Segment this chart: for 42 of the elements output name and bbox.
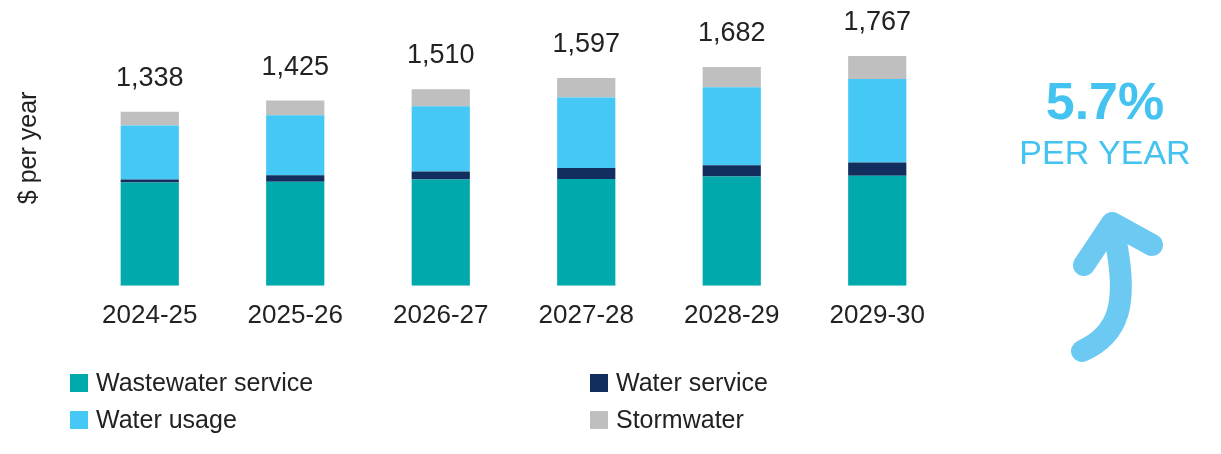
- x-tick-label: 2024-25: [102, 298, 198, 329]
- y-axis-title: $ per year: [12, 91, 41, 205]
- text: 5.7%: [1044, 72, 1166, 130]
- bar: [266, 100, 325, 116]
- annotation: 1,338: [115, 61, 184, 92]
- legend-label: Wastewater service: [96, 368, 314, 397]
- bar: [848, 55, 907, 79]
- bar: [266, 115, 325, 176]
- annotation: 1,510: [406, 39, 475, 70]
- bar: [266, 181, 325, 286]
- bar: [411, 106, 470, 172]
- bar: [120, 125, 179, 180]
- x-tick-label: 2027-28: [538, 298, 634, 329]
- x-tick-label: 2029-30: [829, 298, 925, 329]
- x-tick-label: 2028-29: [684, 298, 780, 329]
- x-tick-label: 2025-26: [247, 298, 343, 329]
- annotation: 1,682: [697, 16, 766, 47]
- bar: [848, 162, 907, 176]
- bar: [557, 178, 616, 286]
- bar: [848, 78, 907, 163]
- legend-label: Water usage: [96, 405, 237, 434]
- bar: [266, 175, 325, 182]
- annotation: 1,425: [261, 50, 330, 81]
- bar: [557, 97, 616, 168]
- bar: [557, 167, 616, 179]
- legend-label: Stormwater: [616, 405, 744, 434]
- annotation: 1,767: [843, 5, 912, 36]
- bar: [702, 165, 761, 177]
- bar: [848, 175, 907, 286]
- bar: [557, 78, 616, 98]
- legend-label: Water service: [616, 368, 768, 397]
- bar: [702, 176, 761, 286]
- x-tick-label: 2026-27: [393, 298, 489, 329]
- bar: [411, 179, 470, 286]
- bar: [120, 111, 179, 126]
- bar: [702, 87, 761, 166]
- bar: [702, 67, 761, 88]
- text: PER YEAR: [1018, 133, 1192, 172]
- bar: [411, 171, 470, 180]
- annotation: 1,597: [552, 27, 621, 58]
- bar: [411, 89, 470, 107]
- bar: [120, 182, 179, 286]
